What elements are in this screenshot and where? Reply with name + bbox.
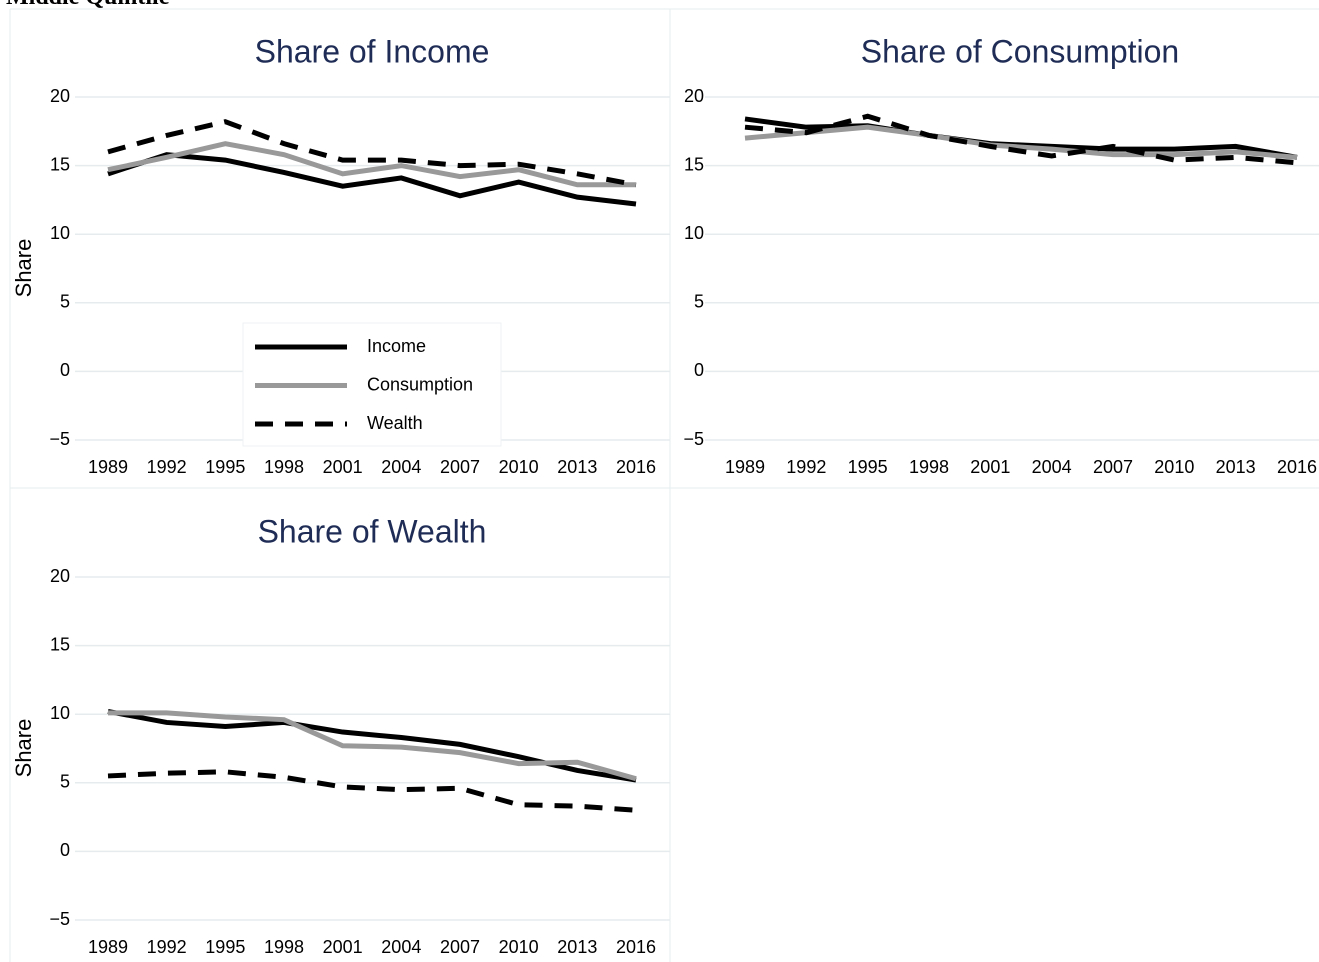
x-tick-label: 2004 — [381, 457, 421, 477]
x-tick-label: 2004 — [381, 937, 421, 957]
y-tick-label: 10 — [50, 703, 70, 723]
x-tick-label: 1992 — [147, 937, 187, 957]
x-tick-label: 1998 — [909, 457, 949, 477]
x-tick-label: 2013 — [557, 937, 597, 957]
y-tick-label: 0 — [60, 360, 70, 380]
y-tick-label: −5 — [683, 429, 704, 449]
x-tick-label: 1992 — [786, 457, 826, 477]
series-line — [107, 141, 636, 188]
y-tick-label: 10 — [684, 223, 704, 243]
x-tick-label: 2007 — [440, 937, 480, 957]
y-tick-label: 20 — [684, 86, 704, 106]
x-tick-label: 1998 — [264, 457, 304, 477]
x-tick-label: 1995 — [848, 457, 888, 477]
panel-title: Share of Consumption — [861, 33, 1179, 69]
series-line — [107, 119, 637, 188]
x-tick-label: 2016 — [616, 937, 656, 957]
x-tick-label: 1989 — [725, 457, 765, 477]
x-tick-label: 1998 — [264, 937, 304, 957]
x-tick-label: 2010 — [499, 937, 539, 957]
y-tick-label: 5 — [60, 292, 70, 312]
legend-label: Wealth — [367, 413, 423, 433]
x-tick-label: 2010 — [1154, 457, 1194, 477]
x-tick-label: 1989 — [88, 937, 128, 957]
y-tick-label: 5 — [60, 772, 70, 792]
x-tick-label: 1989 — [88, 457, 128, 477]
x-tick-label: 1992 — [147, 457, 187, 477]
x-tick-label: 2016 — [616, 457, 656, 477]
page-title: Middle Quintile — [6, 0, 170, 10]
x-tick-label: 2007 — [440, 457, 480, 477]
y-tick-label: 10 — [50, 223, 70, 243]
x-tick-label: 2010 — [499, 457, 539, 477]
x-tick-label: 2004 — [1032, 457, 1072, 477]
legend-label: Consumption — [367, 374, 473, 394]
x-tick-label: 2016 — [1277, 457, 1317, 477]
x-tick-label: 1995 — [205, 457, 245, 477]
y-tick-label: 0 — [60, 840, 70, 860]
y-axis-label: Share — [11, 239, 36, 298]
x-tick-label: 2013 — [557, 457, 597, 477]
y-tick-label: 15 — [50, 154, 70, 174]
y-tick-label: 20 — [50, 86, 70, 106]
x-tick-label: 2013 — [1216, 457, 1256, 477]
series-line — [108, 710, 637, 782]
x-tick-label: 2001 — [323, 937, 363, 957]
x-tick-label: 1995 — [205, 937, 245, 957]
y-tick-label: −5 — [49, 429, 70, 449]
x-tick-label: 2001 — [323, 457, 363, 477]
y-tick-label: 20 — [50, 566, 70, 586]
x-tick-label: 2007 — [1093, 457, 1133, 477]
series-line — [107, 152, 637, 207]
legend-label: Income — [367, 336, 426, 356]
y-tick-label: 15 — [684, 154, 704, 174]
series-line — [744, 124, 1298, 160]
y-axis-label: Share — [11, 719, 36, 778]
y-tick-label: 15 — [50, 634, 70, 654]
y-tick-label: 0 — [694, 360, 704, 380]
series-line — [744, 113, 1298, 166]
panel-title: Share of Income — [255, 33, 490, 69]
y-tick-label: −5 — [49, 909, 70, 929]
panel-title: Share of Wealth — [258, 513, 487, 549]
x-tick-label: 2001 — [970, 457, 1010, 477]
y-tick-label: 5 — [694, 292, 704, 312]
